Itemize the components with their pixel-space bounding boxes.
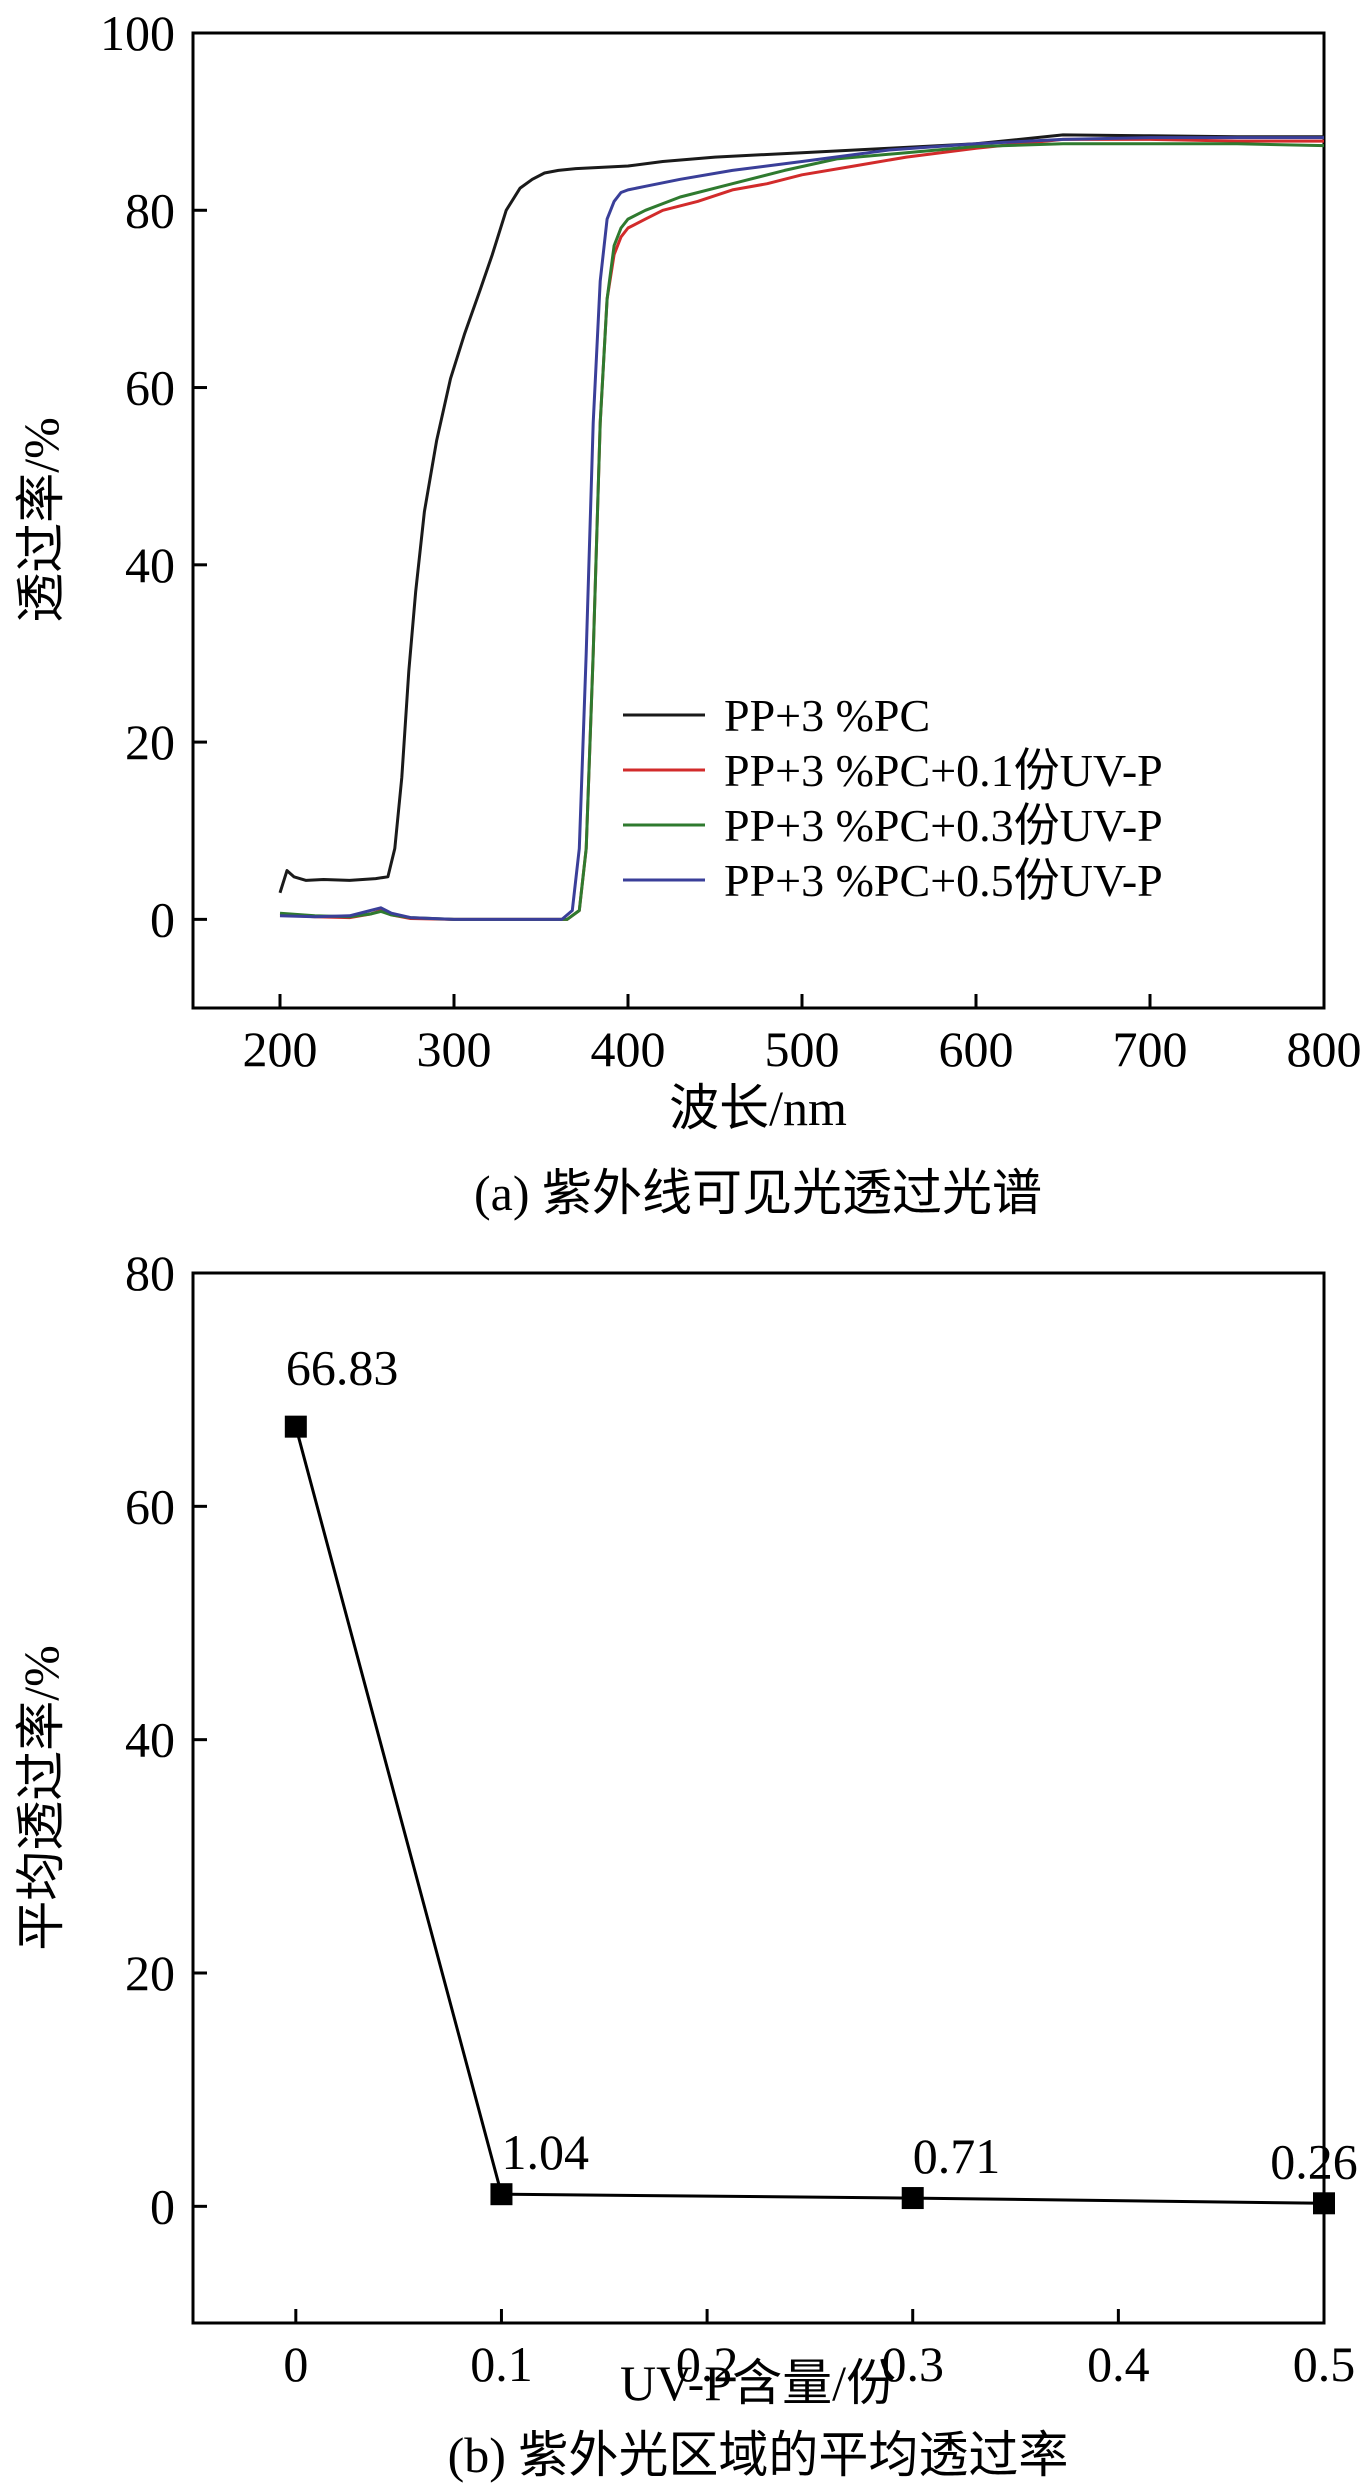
chart-a-x-tick-label: 500 bbox=[765, 1021, 840, 1077]
chart-a-x-tick-label: 600 bbox=[939, 1021, 1014, 1077]
chart-a-x-tick-label: 800 bbox=[1287, 1021, 1362, 1077]
chart-b-data-label: 0.26 bbox=[1270, 2133, 1358, 2189]
chart-a-series-line-3 bbox=[279, 142, 1325, 921]
chart-a-y-tick-label: 60 bbox=[125, 360, 175, 416]
chart-a-x-axis-label: 波长/nm bbox=[669, 1080, 847, 1136]
chart-b-caption: (b) 紫外光区域的平均透过率 bbox=[448, 2427, 1069, 2483]
chart-a-legend-label-3: PP+3 %PC+0.3份UV-P bbox=[724, 800, 1163, 851]
chart-a-legend-label-2: PP+3 %PC+0.1份UV-P bbox=[724, 745, 1163, 796]
chart-b-series-line bbox=[294, 1426, 1325, 2205]
chart-b-data-label: 1.04 bbox=[501, 2124, 589, 2180]
chart-b-x-tick-label: 0 bbox=[283, 2336, 308, 2392]
chart-b-data-label: 0.71 bbox=[913, 2128, 1001, 2184]
chart-a-y-tick-label: 80 bbox=[125, 182, 175, 238]
chart-b-y-tick-label: 60 bbox=[125, 1478, 175, 1534]
chart-b-data-label: 66.83 bbox=[286, 1340, 399, 1396]
chart-a-x-tick-label: 200 bbox=[243, 1021, 318, 1077]
chart-b: 0 20 40 60 80 0 0.1 0.2 0.3 0.4 0.5 66.83 1.04 0.71… bbox=[13, 1245, 1358, 2483]
chart-a-x-tick-label: 700 bbox=[1113, 1021, 1188, 1077]
chart-a-x-ticks: 200 300 400 500 600 700 800 bbox=[243, 994, 1362, 1077]
chart-b-x-tick-label: 0.4 bbox=[1087, 2336, 1150, 2392]
chart-b-y-tick-label: 0 bbox=[150, 2178, 175, 2234]
chart-a-series bbox=[278, 133, 1325, 921]
chart-b-x-tick-label: 0.1 bbox=[470, 2336, 533, 2392]
chart-b-point-marker bbox=[284, 1415, 307, 1438]
chart-b-point-marker bbox=[1313, 2192, 1335, 2215]
chart-b-y-ticks: 0 20 40 60 80 bbox=[125, 1245, 207, 2234]
chart-b-x-tick-label: 0.5 bbox=[1293, 2336, 1356, 2392]
chart-b-y-tick-label: 40 bbox=[125, 1712, 175, 1768]
chart-a-y-tick-label: 20 bbox=[125, 714, 175, 770]
chart-b-point-marker bbox=[490, 2183, 513, 2206]
chart-a-y-tick-label: 0 bbox=[150, 891, 175, 947]
chart-a-y-axis-label: 透过率/% bbox=[13, 417, 69, 623]
chart-b-x-axis-label: UV-P含量/份 bbox=[620, 2355, 896, 2411]
chart-a-x-tick-label: 300 bbox=[417, 1021, 492, 1077]
chart-a-y-tick-label: 40 bbox=[125, 537, 175, 593]
chart-a-legend-label-4: PP+3 %PC+0.5份UV-P bbox=[724, 855, 1163, 906]
chart-a-legend-label-1: PP+3 %PC bbox=[724, 690, 930, 741]
chart-a-x-tick-label: 400 bbox=[591, 1021, 666, 1077]
chart-b-point-marker bbox=[901, 2187, 924, 2210]
chart-b-y-tick-label: 20 bbox=[125, 1945, 175, 2001]
chart-a-series-line-1 bbox=[278, 133, 1324, 894]
chart-a: 0 20 40 60 80 100 200 300 400 500 600 700 800 PP+3 … bbox=[13, 5, 1362, 1221]
chart-b-x-ticks: 0 0.1 0.2 0.3 0.4 0.5 bbox=[283, 2309, 1355, 2392]
chart-a-plot-frame bbox=[191, 31, 1326, 1010]
chart-a-series-line-4 bbox=[279, 136, 1324, 921]
chart-a-y-ticks: 0 20 40 60 80 100 bbox=[100, 5, 207, 947]
chart-b-x-tick-label: 0.2 bbox=[676, 2336, 739, 2392]
chart-b-y-tick-label: 80 bbox=[125, 1245, 175, 1301]
chart-b-x-tick-label: 0.3 bbox=[881, 2336, 944, 2392]
chart-a-y-tick-label: 100 bbox=[100, 5, 175, 61]
chart-a-caption: (a) 紫外线可见光透过光谱 bbox=[474, 1165, 1042, 1221]
chart-b-y-axis-label: 平均透过率/% bbox=[13, 1645, 69, 1951]
chart-b-plot-frame bbox=[191, 1271, 1326, 2325]
chart-b-series: 66.83 1.04 0.71 0.26 bbox=[284, 1340, 1358, 2215]
